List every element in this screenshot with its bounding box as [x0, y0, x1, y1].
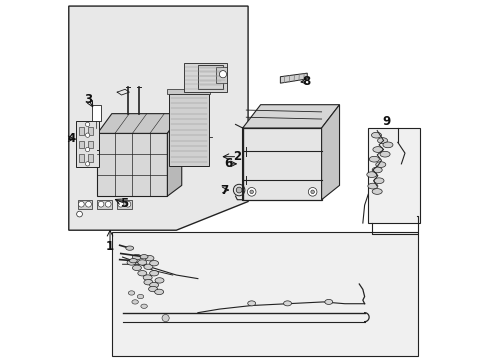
Text: 4: 4	[67, 132, 76, 145]
Ellipse shape	[366, 172, 376, 177]
Bar	[367, 128, 419, 223]
Circle shape	[219, 71, 226, 78]
Circle shape	[105, 201, 111, 207]
Ellipse shape	[154, 289, 163, 294]
Ellipse shape	[141, 304, 147, 309]
Ellipse shape	[371, 167, 382, 173]
Polygon shape	[167, 114, 182, 196]
Bar	[88, 154, 93, 162]
Bar	[215, 67, 226, 83]
Ellipse shape	[125, 246, 133, 250]
Ellipse shape	[247, 301, 255, 306]
Text: 9: 9	[381, 116, 389, 129]
Polygon shape	[97, 114, 182, 134]
Ellipse shape	[382, 142, 392, 148]
Bar	[169, 94, 208, 166]
Ellipse shape	[149, 271, 158, 276]
Ellipse shape	[371, 189, 382, 194]
Bar	[79, 127, 84, 135]
Ellipse shape	[379, 151, 389, 157]
Ellipse shape	[283, 301, 291, 306]
Text: 6: 6	[224, 157, 232, 170]
Polygon shape	[69, 6, 247, 230]
Circle shape	[125, 201, 131, 207]
Ellipse shape	[155, 278, 163, 283]
Bar	[112, 232, 418, 356]
Bar	[198, 65, 223, 89]
Polygon shape	[280, 73, 306, 83]
Text: 5: 5	[120, 197, 128, 210]
Circle shape	[310, 190, 314, 194]
Bar	[167, 89, 210, 94]
Circle shape	[98, 201, 104, 207]
Circle shape	[249, 190, 253, 194]
Ellipse shape	[375, 162, 385, 167]
Ellipse shape	[132, 255, 141, 260]
Polygon shape	[242, 105, 339, 128]
Text: 7: 7	[220, 184, 228, 197]
Ellipse shape	[129, 258, 137, 263]
Ellipse shape	[372, 147, 382, 152]
Text: 3: 3	[84, 93, 92, 106]
Bar	[79, 154, 84, 162]
Ellipse shape	[143, 279, 153, 285]
Circle shape	[162, 315, 169, 321]
Circle shape	[85, 122, 90, 127]
Ellipse shape	[367, 183, 377, 189]
Ellipse shape	[368, 156, 379, 162]
Ellipse shape	[128, 291, 135, 295]
Text: 8: 8	[302, 75, 310, 88]
Ellipse shape	[140, 255, 148, 259]
Bar	[88, 140, 93, 148]
Ellipse shape	[149, 282, 158, 288]
Polygon shape	[321, 105, 339, 200]
Bar	[242, 128, 321, 200]
Ellipse shape	[132, 265, 141, 271]
Circle shape	[85, 147, 90, 152]
Text: 2: 2	[233, 150, 241, 163]
Bar	[79, 140, 84, 148]
Ellipse shape	[144, 256, 154, 261]
Circle shape	[308, 188, 316, 196]
Bar	[76, 121, 99, 167]
Ellipse shape	[127, 260, 136, 265]
Ellipse shape	[371, 132, 381, 138]
Circle shape	[247, 188, 255, 196]
Bar	[183, 63, 226, 92]
Ellipse shape	[377, 138, 387, 143]
Ellipse shape	[138, 260, 146, 265]
Circle shape	[78, 201, 84, 207]
Circle shape	[118, 201, 123, 207]
Circle shape	[85, 133, 90, 137]
Circle shape	[236, 187, 242, 193]
Ellipse shape	[149, 261, 158, 266]
Circle shape	[85, 201, 91, 207]
Bar	[97, 134, 167, 196]
Bar	[117, 200, 131, 209]
Ellipse shape	[373, 178, 383, 184]
Bar	[92, 105, 101, 121]
Circle shape	[77, 211, 82, 217]
Ellipse shape	[148, 286, 157, 292]
Bar	[88, 127, 93, 135]
Ellipse shape	[324, 300, 332, 305]
Text: 1: 1	[106, 240, 114, 253]
Circle shape	[85, 162, 90, 166]
Ellipse shape	[143, 275, 152, 280]
Circle shape	[233, 184, 244, 196]
Ellipse shape	[132, 300, 138, 304]
Ellipse shape	[138, 271, 146, 276]
Ellipse shape	[143, 264, 153, 270]
Ellipse shape	[137, 294, 143, 299]
Bar	[97, 200, 112, 209]
Bar	[78, 200, 92, 209]
